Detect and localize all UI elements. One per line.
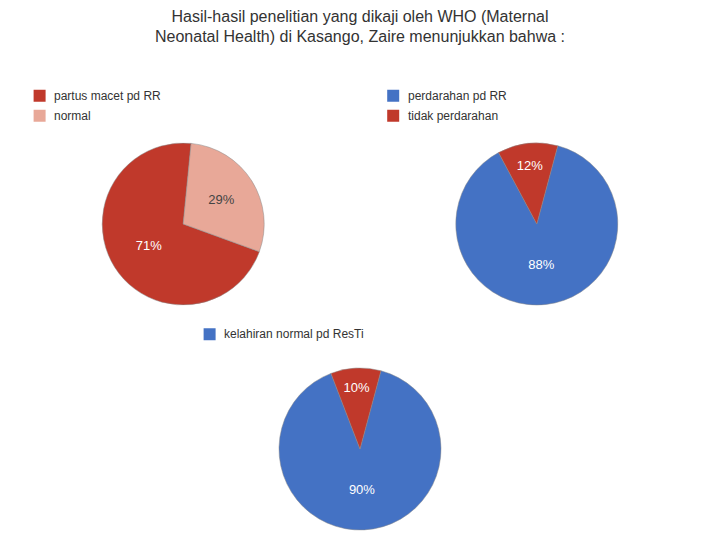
- svg-text:partus macet pd RR: partus macet pd RR: [54, 89, 161, 103]
- svg-text:Hasil-hasil penelitian yang di: Hasil-hasil penelitian yang dikaji oleh …: [155, 8, 565, 46]
- svg-text:10%: 10%: [344, 380, 370, 395]
- svg-text:88%: 88%: [528, 257, 554, 272]
- svg-text:12%: 12%: [517, 158, 543, 173]
- svg-text:71%: 71%: [136, 238, 162, 253]
- svg-text:kelahiran normal pd ResTi: kelahiran normal pd ResTi: [224, 327, 364, 341]
- svg-text:90%: 90%: [349, 482, 375, 497]
- svg-text:tidak perdarahan: tidak perdarahan: [408, 109, 498, 123]
- svg-text:perdarahan pd RR: perdarahan pd RR: [408, 89, 507, 103]
- svg-text:normal: normal: [54, 109, 91, 123]
- svg-text:29%: 29%: [208, 192, 234, 207]
